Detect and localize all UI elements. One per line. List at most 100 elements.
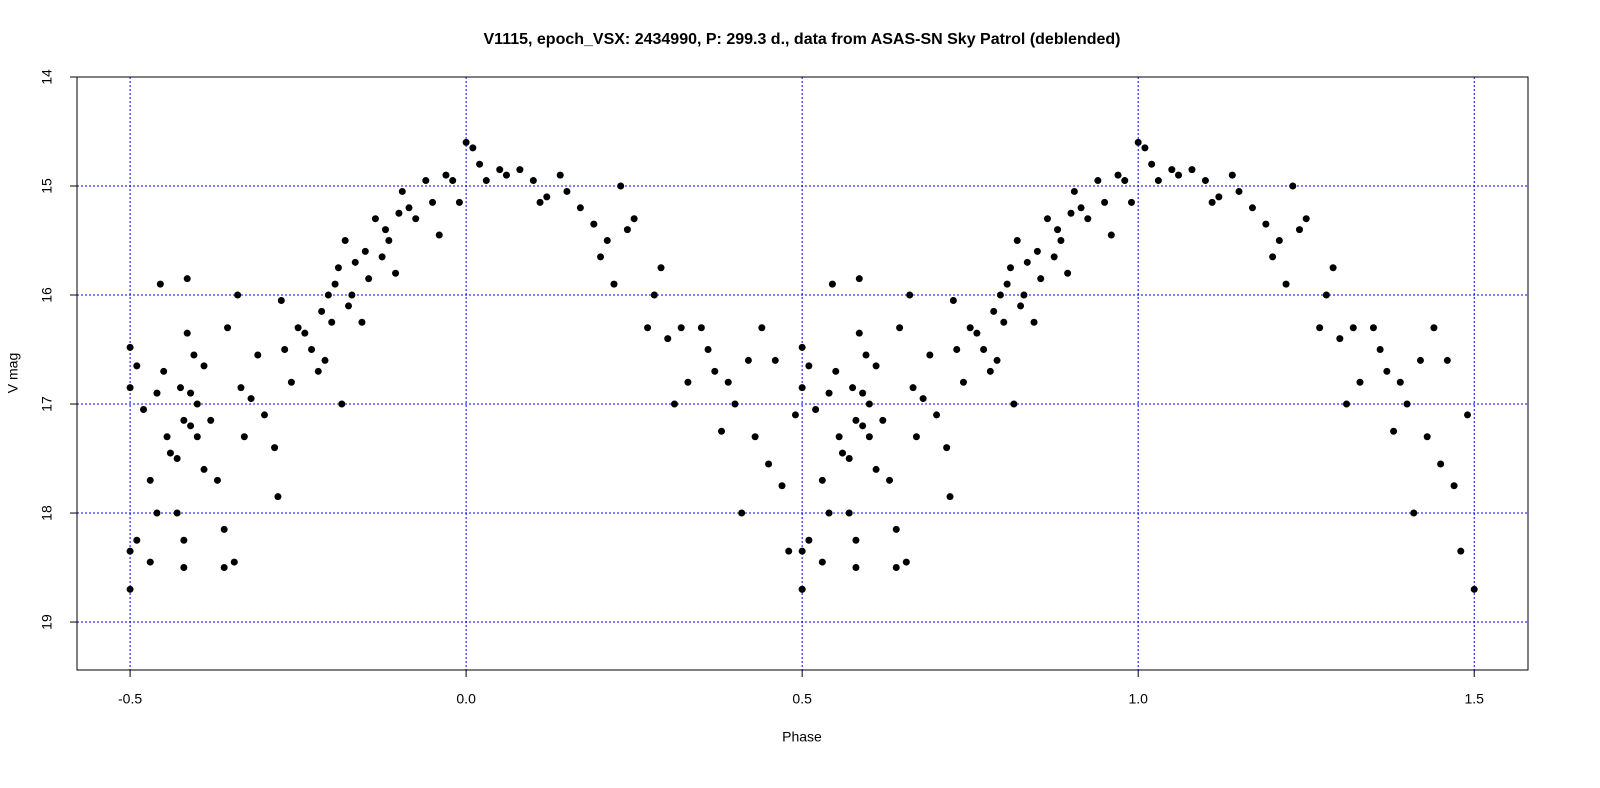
y-tick-label: 16 <box>39 287 55 303</box>
data-point <box>301 329 309 337</box>
data-point <box>126 547 134 555</box>
data-point <box>597 253 605 261</box>
data-point <box>338 400 346 408</box>
data-point <box>1450 482 1458 490</box>
data-point <box>862 351 870 359</box>
data-point <box>455 198 463 206</box>
data-point <box>697 324 705 332</box>
data-point <box>1430 324 1438 332</box>
data-point <box>398 187 406 195</box>
data-point <box>872 362 880 370</box>
data-point <box>230 558 238 566</box>
data-point <box>133 536 141 544</box>
data-point <box>146 558 154 566</box>
data-point <box>912 433 920 441</box>
data-point <box>261 411 269 419</box>
data-point <box>1369 324 1377 332</box>
data-point <box>1003 280 1011 288</box>
data-point <box>859 422 867 430</box>
data-point <box>855 275 863 283</box>
data-point <box>1017 302 1025 310</box>
data-point <box>892 525 900 533</box>
data-point <box>785 547 793 555</box>
data-point <box>778 482 786 490</box>
data-point <box>993 356 1001 364</box>
data-point <box>852 536 860 544</box>
data-point <box>1057 237 1065 245</box>
data-point <box>684 378 692 386</box>
data-point <box>909 384 917 392</box>
data-point <box>1302 215 1310 223</box>
data-point <box>1349 324 1357 332</box>
data-point <box>980 346 988 354</box>
data-point <box>1390 427 1398 435</box>
data-point <box>973 329 981 337</box>
data-point <box>738 509 746 517</box>
data-point <box>1416 356 1424 364</box>
data-point <box>277 296 285 304</box>
data-point <box>1020 291 1028 299</box>
data-point <box>412 215 420 223</box>
data-point <box>160 367 168 375</box>
data-point <box>442 171 450 179</box>
data-point <box>1043 215 1051 223</box>
data-point <box>1114 171 1122 179</box>
data-point <box>254 351 262 359</box>
data-point <box>1457 547 1465 555</box>
data-point <box>351 258 359 266</box>
data-point <box>220 564 228 572</box>
data-point <box>1188 166 1196 174</box>
data-point <box>318 307 326 315</box>
data-point <box>234 291 242 299</box>
data-point <box>798 585 806 593</box>
data-point <box>798 547 806 555</box>
data-point <box>183 275 191 283</box>
data-point <box>153 509 161 517</box>
data-point <box>670 400 678 408</box>
data-point <box>1054 226 1062 234</box>
data-point <box>805 362 813 370</box>
data-point <box>1208 198 1216 206</box>
data-point <box>274 493 282 501</box>
data-point <box>1064 269 1072 277</box>
data-point <box>543 193 551 201</box>
data-point <box>462 138 470 146</box>
data-point <box>536 198 544 206</box>
data-point <box>1356 378 1364 386</box>
x-tick-label: 0.5 <box>792 691 812 707</box>
data-point <box>1000 318 1008 326</box>
data-point <box>1228 171 1236 179</box>
data-point <box>657 264 665 272</box>
data-point <box>385 237 393 245</box>
y-tick-label: 19 <box>39 614 55 630</box>
data-point <box>1269 253 1277 261</box>
data-point <box>664 335 672 343</box>
data-point <box>886 476 894 484</box>
data-point <box>902 558 910 566</box>
data-point <box>731 400 739 408</box>
data-point <box>126 585 134 593</box>
data-point <box>341 237 349 245</box>
data-point <box>1070 187 1078 195</box>
y-tick-label: 15 <box>39 178 55 194</box>
data-point <box>1007 264 1015 272</box>
data-point <box>1094 177 1102 185</box>
data-point <box>381 226 389 234</box>
data-point <box>166 449 174 457</box>
data-point <box>1141 144 1149 152</box>
data-point <box>213 476 221 484</box>
x-tick-label: 0.0 <box>456 691 476 707</box>
data-point <box>395 209 403 217</box>
data-point <box>996 291 1004 299</box>
data-point <box>1410 509 1418 517</box>
data-point <box>986 367 994 375</box>
data-point <box>173 455 181 463</box>
data-point <box>865 433 873 441</box>
data-point <box>798 343 806 351</box>
data-point <box>163 433 171 441</box>
data-point <box>1013 237 1021 245</box>
data-point <box>758 324 766 332</box>
data-point <box>879 416 887 424</box>
data-point <box>529 177 537 185</box>
